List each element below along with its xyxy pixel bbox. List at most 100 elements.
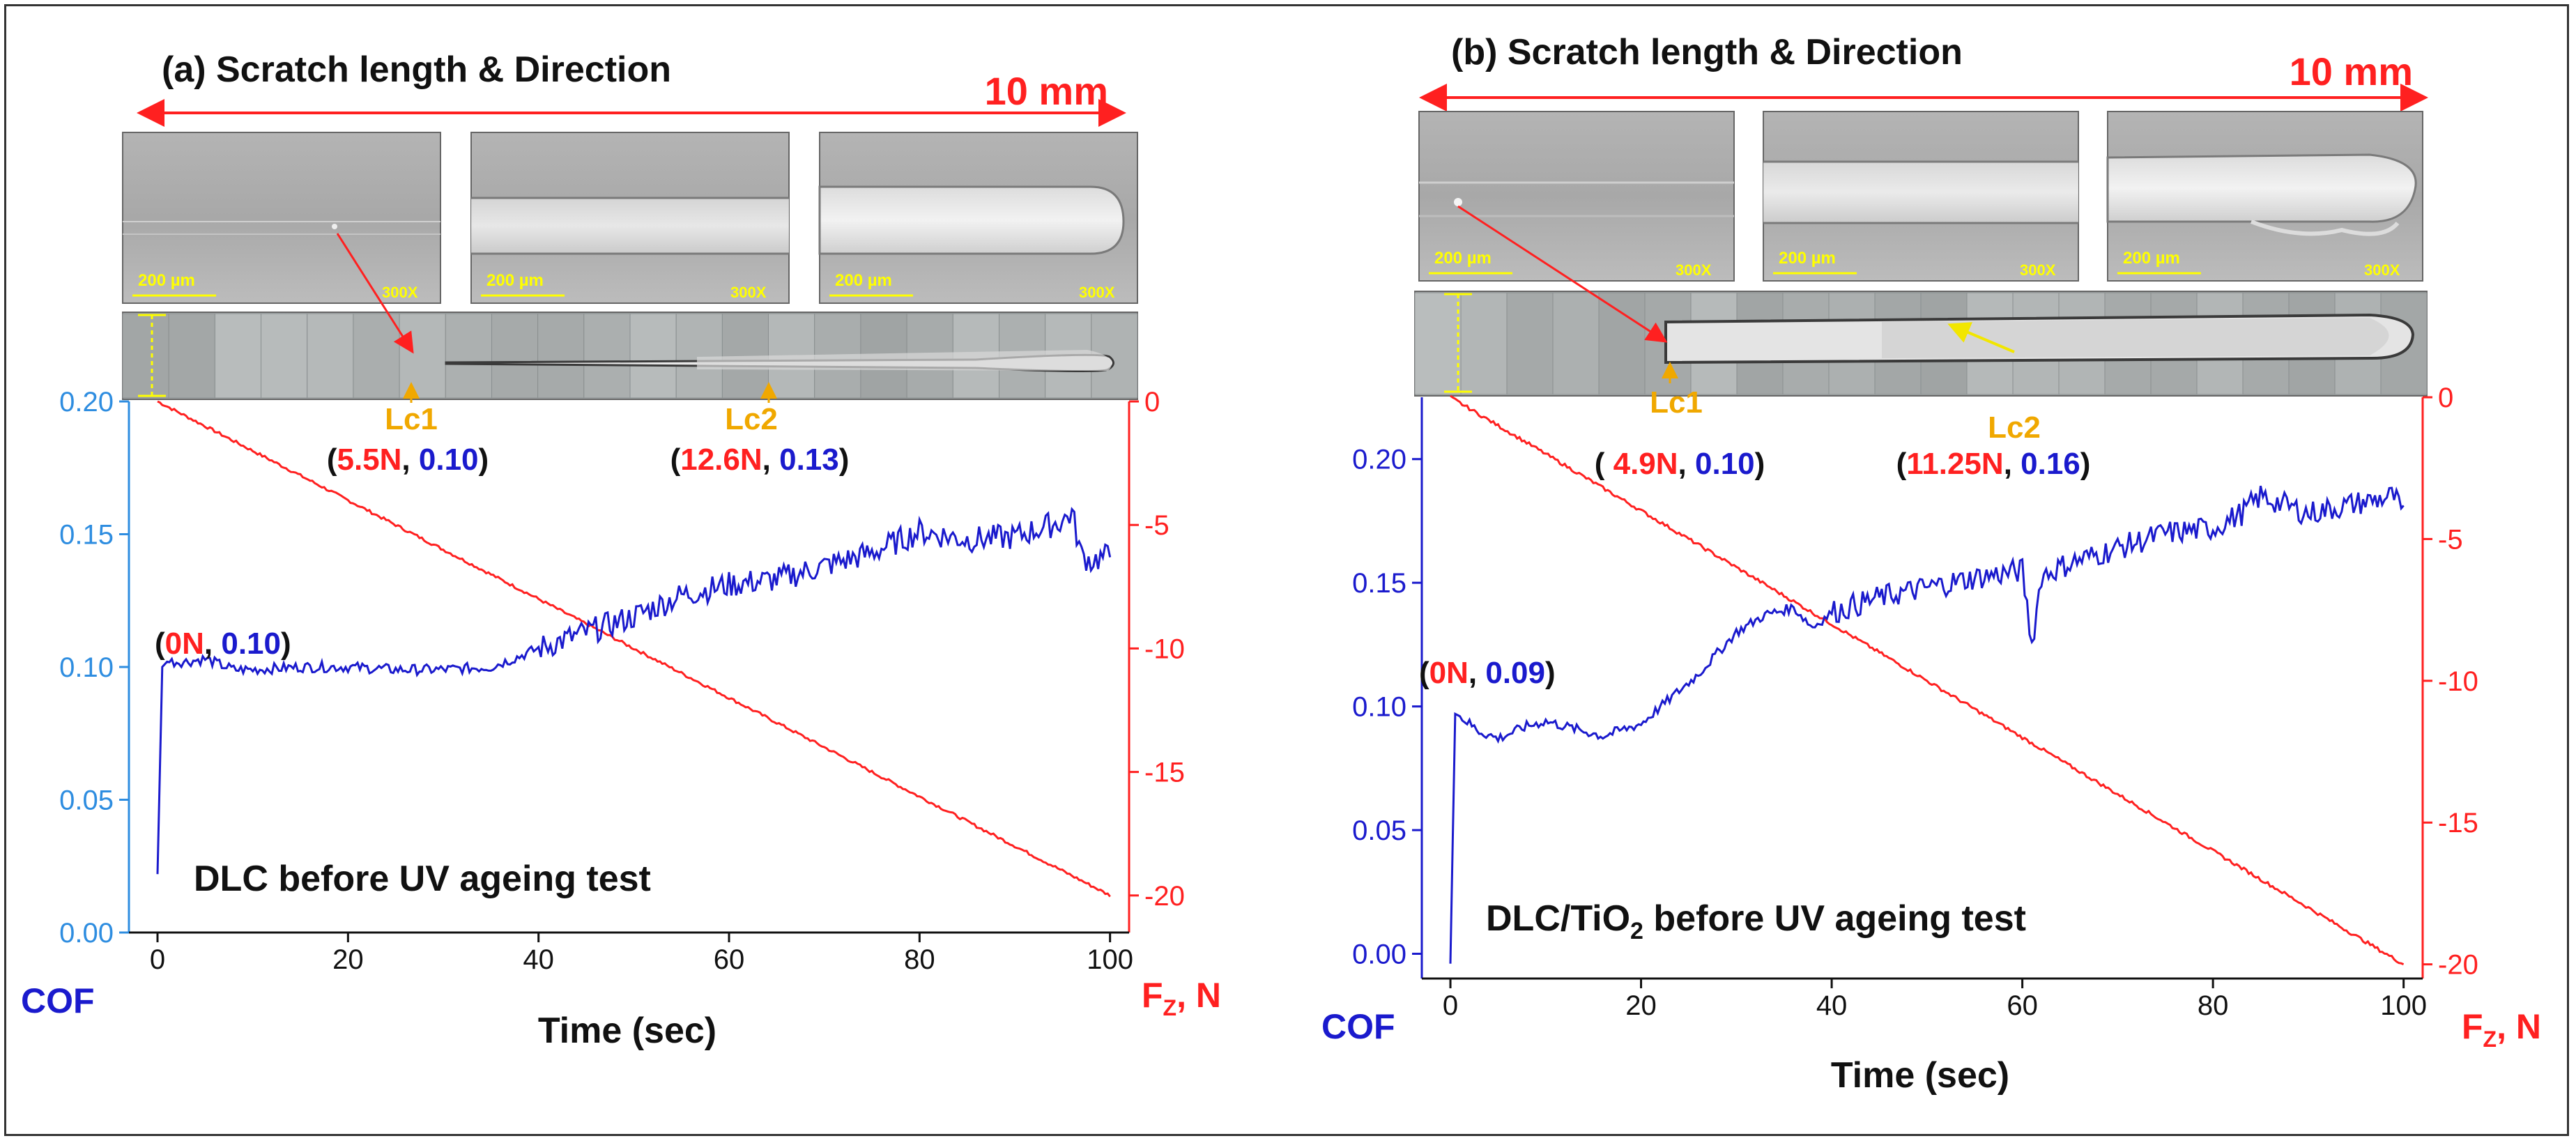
lc2-label: Lc2 xyxy=(725,402,778,436)
optical-tile xyxy=(675,313,723,399)
panel-b-length-label: 10 mm xyxy=(2290,49,2413,93)
panel-a-cof-axis-title: COF xyxy=(21,981,95,1020)
panel-a-sem-image-2: 200 µm 300X xyxy=(470,132,790,304)
panel-b-optical-strip xyxy=(1414,291,2428,397)
optical-tile xyxy=(1506,292,1554,395)
x-tick-label: 80 xyxy=(904,944,935,975)
lc1-value: ( 4.9N, 0.10) xyxy=(1595,447,1765,481)
x-tick-label: 0 xyxy=(1443,990,1458,1021)
scale-bar-label: 200 µm xyxy=(1434,249,1492,268)
panel-b-sem-image-3: 200 µm 300X xyxy=(2106,111,2423,282)
scale-bar-label: 200 µm xyxy=(486,271,544,290)
y-tick-label: 0.00 xyxy=(59,918,114,949)
panel-b: (b) Scratch length & Direction 10 mm 200… xyxy=(1321,32,2541,1096)
y-tick-label: 0.15 xyxy=(1352,568,1406,599)
x-tick-label: 40 xyxy=(523,944,554,975)
panel-a-lc1-link-arrow xyxy=(336,233,414,354)
panel-a-sample-label: DLC before UV ageing test xyxy=(194,859,651,899)
y-tick-label: 0.20 xyxy=(59,387,114,417)
optical-tile xyxy=(1598,292,1646,395)
x-tick-label: 60 xyxy=(714,944,745,975)
panel-a-start-value: (0N, 0.10) xyxy=(155,627,291,661)
y-tick-label: 0.20 xyxy=(1352,445,1406,475)
panel-a-cof-line xyxy=(156,507,1112,875)
lc1-value: (5.5N, 0.10) xyxy=(327,443,489,477)
magnification-label: 300X xyxy=(1676,261,1712,279)
optical-tile xyxy=(583,313,631,399)
panel-a-x-axis-title: Time (sec) xyxy=(538,1011,716,1051)
magnification-label: 300X xyxy=(1079,284,1115,301)
panel-b-force-axis-title: FZ, N xyxy=(2462,1007,2541,1052)
x-tick-label: 80 xyxy=(2198,990,2229,1021)
panel-b-cof-line xyxy=(1449,485,2405,964)
optical-tile xyxy=(168,313,215,399)
y-tick-label: 0.05 xyxy=(59,785,114,816)
y-tick-label: 0.05 xyxy=(1352,815,1406,846)
panel-b-cof-axis-title: COF xyxy=(1321,1007,1395,1046)
optical-tile xyxy=(399,313,446,399)
optical-tile xyxy=(491,313,539,399)
optical-tile xyxy=(1552,292,1600,395)
y2-tick-label: -15 xyxy=(1144,758,1185,788)
scale-bar-label: 200 µm xyxy=(1779,249,1836,268)
y2-tick-label: 0 xyxy=(1144,387,1160,417)
panel-b-start-value: (0N, 0.09) xyxy=(1419,656,1556,690)
optical-tile xyxy=(122,313,169,399)
panel-a: (a) Scratch length & Direction 10 mm 200… xyxy=(21,49,1221,1051)
panel-a-force-line xyxy=(157,400,1111,898)
optical-tile xyxy=(214,313,262,399)
panel-b-sem-image-1: 200 µm 300X xyxy=(1418,111,1735,282)
figure-frame xyxy=(4,4,2569,1136)
magnification-label: 300X xyxy=(382,284,418,301)
lc1-label: Lc1 xyxy=(1650,385,1703,420)
panel-b-sample-label: DLC/TiO2 before UV ageing test xyxy=(1486,898,2026,944)
panel-a-lc1-marker: Lc1 (5.5N, 0.10) xyxy=(327,382,489,477)
scale-bar-label: 200 µm xyxy=(2123,249,2180,268)
x-tick-label: 60 xyxy=(2007,990,2038,1021)
y2-tick-label: -15 xyxy=(2438,808,2478,838)
panel-b-lc2-marker: Lc2 (11.25N, 0.16) xyxy=(1896,411,2091,481)
optical-tile xyxy=(307,313,354,399)
y2-tick-label: -5 xyxy=(2438,524,2463,555)
y-tick-label: 0.00 xyxy=(1352,939,1406,970)
optical-tile xyxy=(445,313,492,399)
panel-a-lc2-marker: Lc2 (12.6N, 0.13) xyxy=(670,382,850,477)
y-tick-label: 0.10 xyxy=(1352,692,1406,723)
optical-tile xyxy=(1460,292,1508,395)
magnification-label: 300X xyxy=(2020,261,2056,279)
panel-a-sem-image-1: 200 µm 300X xyxy=(122,132,441,304)
magnification-label: 300X xyxy=(730,284,767,301)
lc1-label: Lc1 xyxy=(385,402,438,436)
y2-tick-label: -10 xyxy=(2438,666,2478,697)
panel-a-optical-strip xyxy=(122,312,1138,400)
optical-tile xyxy=(629,313,677,399)
y2-tick-label: -5 xyxy=(1144,510,1170,541)
panel-b-lc1-link-arrow xyxy=(1457,205,1668,343)
panel-a-title: (a) Scratch length & Direction xyxy=(162,49,671,90)
magnification-label: 300X xyxy=(2364,261,2400,279)
x-tick-label: 100 xyxy=(2380,990,2427,1021)
scale-bar-label: 200 µm xyxy=(138,271,195,290)
x-tick-label: 20 xyxy=(332,944,364,975)
y-tick-label: 0.15 xyxy=(59,520,114,551)
optical-tile xyxy=(537,313,585,399)
lc2-value: (12.6N, 0.13) xyxy=(670,443,850,477)
x-tick-label: 20 xyxy=(1625,990,1657,1021)
panel-b-force-line xyxy=(1450,394,2405,965)
panel-b-x-axis-title: Time (sec) xyxy=(1831,1055,2009,1096)
y-tick-label: 0.10 xyxy=(59,652,114,683)
optical-tile xyxy=(353,313,400,399)
scale-bar-label: 200 µm xyxy=(835,271,892,290)
panel-a-sem-image-3: 200 µm 300X xyxy=(818,132,1138,304)
x-tick-label: 100 xyxy=(1087,944,1133,975)
lc2-value: (11.25N, 0.16) xyxy=(1896,447,2091,481)
panel-b-sem-image-2: 200 µm 300X xyxy=(1763,111,2079,282)
y2-tick-label: 0 xyxy=(2438,383,2453,413)
panel-b-lc1-marker: Lc1 ( 4.9N, 0.10) xyxy=(1595,362,1765,481)
panel-b-title: (b) Scratch length & Direction xyxy=(1451,32,1963,72)
panel-a-force-axis-title: FZ, N xyxy=(1142,976,1221,1020)
y2-tick-label: -20 xyxy=(1144,881,1185,912)
x-tick-label: 0 xyxy=(150,944,165,975)
optical-tile xyxy=(1414,292,1462,395)
